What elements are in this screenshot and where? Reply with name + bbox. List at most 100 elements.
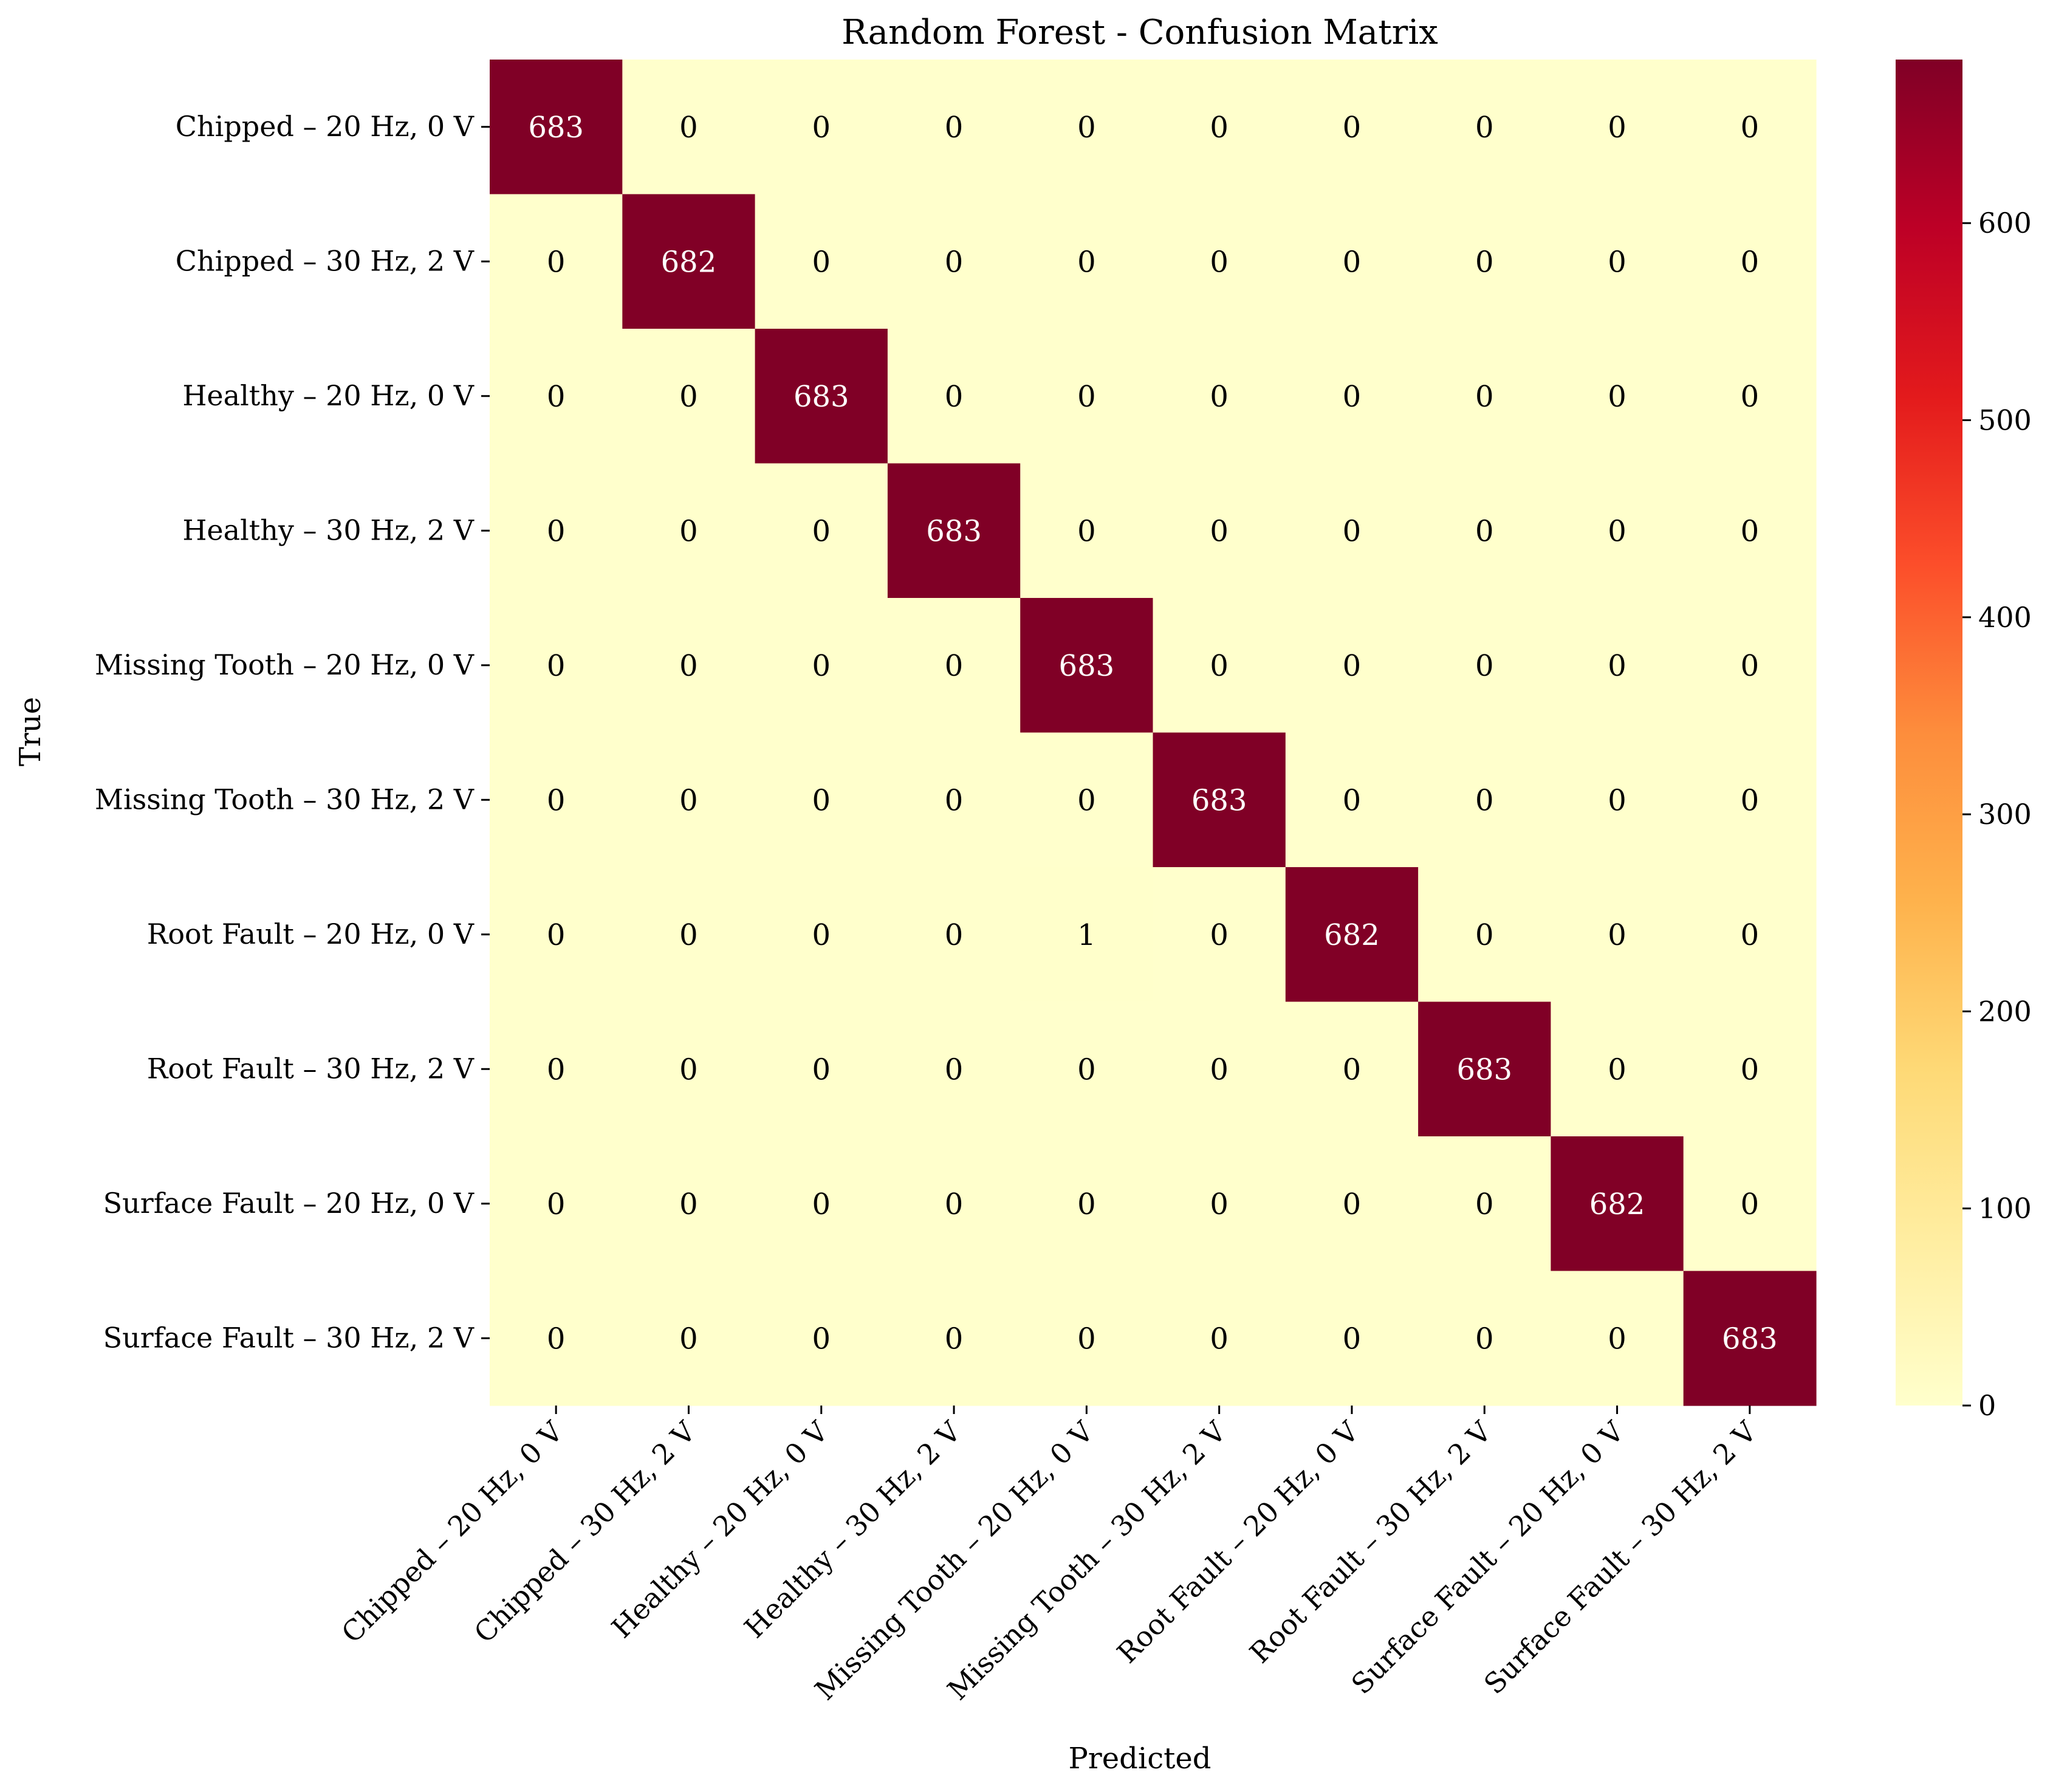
cell-value-label: 0 xyxy=(679,1187,698,1221)
heatmap-cell xyxy=(1683,1271,1817,1406)
cell-value-label: 0 xyxy=(945,245,964,279)
y-tick-label: Chipped – 30 Hz, 2 V xyxy=(176,244,475,277)
cell-value-label: 682 xyxy=(661,245,717,279)
heatmap-cell xyxy=(887,194,1021,329)
heatmap-cell xyxy=(1551,1001,1684,1137)
heatmap-cell xyxy=(490,732,623,868)
y-tick-label: Healthy – 30 Hz, 2 V xyxy=(182,513,474,546)
heatmap-cell xyxy=(1153,1136,1286,1272)
cell-value-label: 0 xyxy=(1210,918,1229,952)
x-tick-label: Missing Tooth – 30 Hz, 2 V xyxy=(941,1415,1233,1706)
heatmap-cell xyxy=(755,867,888,1003)
y-tick-label: Root Fault – 20 Hz, 0 V xyxy=(147,918,475,950)
cell-value-label: 0 xyxy=(1608,918,1626,952)
heatmap-cell xyxy=(1551,732,1684,868)
cell-value-label: 0 xyxy=(1741,649,1760,683)
heatmap-cell xyxy=(1285,329,1419,464)
cell-value-label: 0 xyxy=(1210,1322,1229,1356)
y-axis-label: True xyxy=(13,697,47,766)
heatmap-cell xyxy=(1418,1271,1551,1406)
cell-value-label: 0 xyxy=(945,111,964,145)
heatmap-cell xyxy=(1020,1001,1154,1137)
cell-value-label: 0 xyxy=(679,1322,698,1356)
heatmap-cell xyxy=(887,732,1021,868)
cell-value-label: 682 xyxy=(1589,1187,1645,1221)
heatmap-cell xyxy=(1418,463,1551,599)
cell-value-label: 683 xyxy=(528,111,584,145)
cell-value-label: 0 xyxy=(812,1322,831,1356)
heatmap-cell xyxy=(755,1271,888,1406)
heatmap-cell xyxy=(1418,194,1551,329)
heatmap-cell xyxy=(622,732,756,868)
cell-value-label: 0 xyxy=(679,1052,698,1087)
cell-value-label: 0 xyxy=(945,1187,964,1221)
cell-value-label: 0 xyxy=(1608,649,1626,683)
heatmap-cell xyxy=(490,60,623,195)
cell-value-label: 0 xyxy=(945,1052,964,1087)
heatmap-cell xyxy=(1020,60,1154,195)
y-tick-label: Chipped – 20 Hz, 0 V xyxy=(176,110,475,143)
heatmap-cell xyxy=(622,463,756,599)
cell-value-label: 0 xyxy=(547,514,566,548)
cell-value-label: 0 xyxy=(547,649,566,683)
heatmap-cell xyxy=(887,1001,1021,1137)
heatmap-cell xyxy=(622,1136,756,1272)
cell-value-label: 0 xyxy=(1077,514,1096,548)
cell-value-label: 0 xyxy=(1741,1187,1760,1221)
cell-value-label: 0 xyxy=(1475,245,1494,279)
colorbar-tick-label: 500 xyxy=(1978,403,2032,436)
heatmap-cell xyxy=(1153,463,1286,599)
heatmap-cell xyxy=(1153,60,1286,195)
x-tick-label: Surface Fault – 30 Hz, 2 V xyxy=(1478,1415,1763,1700)
cell-value-label: 0 xyxy=(1210,111,1229,145)
heatmap-cell xyxy=(1153,732,1286,868)
heatmap-cell xyxy=(1285,1001,1419,1137)
cell-value-label: 0 xyxy=(1343,1187,1362,1221)
cell-value-label: 0 xyxy=(679,783,698,817)
x-tick-label: Root Fault – 30 Hz, 2 V xyxy=(1243,1415,1498,1669)
cell-value-label: 0 xyxy=(812,783,831,817)
cell-value-label: 0 xyxy=(1343,649,1362,683)
x-tick-label: Missing Tooth – 20 Hz, 0 V xyxy=(809,1415,1100,1706)
heatmap-cell xyxy=(1551,867,1684,1003)
heatmap-cell xyxy=(622,329,756,464)
cell-value-label: 0 xyxy=(812,649,831,683)
cell-value-label: 0 xyxy=(547,1187,566,1221)
heatmap-cell xyxy=(1418,732,1551,868)
colorbar-tick-label: 300 xyxy=(1978,798,2032,831)
heatmap-cell xyxy=(490,463,623,599)
cell-value-label: 1 xyxy=(1077,918,1096,952)
heatmap-cell xyxy=(1683,329,1817,464)
cell-value-label: 0 xyxy=(679,111,698,145)
heatmap-cell xyxy=(1020,732,1154,868)
x-tick-label: Root Fault – 20 Hz, 0 V xyxy=(1111,1415,1365,1669)
y-tick-label: Healthy – 20 Hz, 0 V xyxy=(182,379,474,412)
cell-value-label: 0 xyxy=(1475,1322,1494,1356)
cell-value-label: 683 xyxy=(793,380,849,414)
cell-value-label: 0 xyxy=(1608,1322,1626,1356)
cell-value-label: 0 xyxy=(1741,111,1760,145)
cell-value-label: 0 xyxy=(812,245,831,279)
heatmap-cell xyxy=(887,463,1021,599)
cell-value-label: 0 xyxy=(1608,514,1626,548)
cell-value-label: 0 xyxy=(945,918,964,952)
heatmap-cell xyxy=(1551,329,1684,464)
heatmap-cell xyxy=(1683,463,1817,599)
cell-value-label: 0 xyxy=(1741,380,1760,414)
cell-value-label: 0 xyxy=(1608,783,1626,817)
heatmap-cell xyxy=(490,1001,623,1137)
x-tick-label: Chipped – 20 Hz, 0 V xyxy=(335,1415,569,1649)
cell-value-label: 0 xyxy=(1210,649,1229,683)
heatmap-cell xyxy=(1551,1271,1684,1406)
cell-value-label: 0 xyxy=(945,380,964,414)
heatmap-cell xyxy=(887,1136,1021,1272)
heatmap-cell xyxy=(1020,194,1154,329)
cell-value-label: 0 xyxy=(1210,514,1229,548)
cell-value-label: 0 xyxy=(1741,245,1760,279)
heatmap-cell xyxy=(490,1136,623,1272)
cell-value-label: 0 xyxy=(547,245,566,279)
cell-value-label: 0 xyxy=(945,649,964,683)
y-tick-label: Surface Fault – 20 Hz, 0 V xyxy=(103,1187,475,1220)
heatmap-cell xyxy=(622,867,756,1003)
